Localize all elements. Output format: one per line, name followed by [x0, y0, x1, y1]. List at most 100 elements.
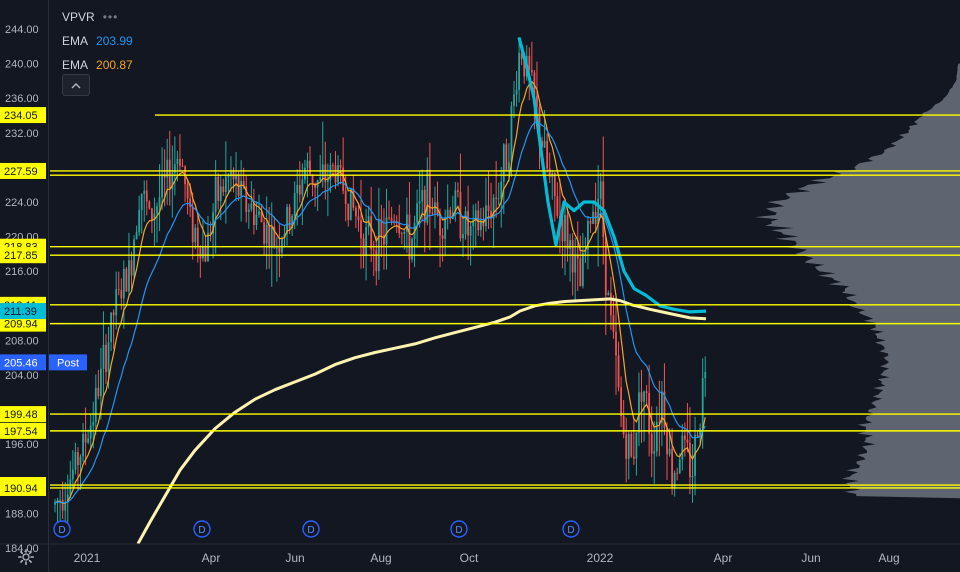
candle [485, 177, 487, 232]
candle [84, 407, 87, 466]
candle [398, 204, 401, 238]
candle [696, 431, 699, 438]
candle [217, 173, 220, 210]
candle [543, 109, 546, 148]
candle [673, 470, 676, 497]
legend-row-vpvr[interactable]: VPVR ••• [62, 5, 133, 29]
y-tick-label: 196.00 [5, 439, 39, 451]
x-tick-label: Aug [878, 551, 899, 565]
candle [133, 235, 135, 281]
level-label: 227.59 [4, 166, 38, 178]
candle [135, 225, 138, 240]
candle [181, 158, 184, 168]
dividend-event-marker[interactable] [562, 520, 580, 538]
candle [69, 460, 72, 499]
candle [497, 182, 500, 205]
candle [421, 169, 424, 222]
dividend-event-marker[interactable] [302, 520, 320, 538]
candle [245, 175, 248, 223]
candle [377, 187, 380, 280]
candle [462, 217, 464, 257]
candle [265, 196, 268, 270]
candle [395, 215, 398, 233]
candle [240, 160, 243, 222]
candle [413, 215, 416, 268]
candle [288, 204, 291, 235]
candle [186, 179, 189, 215]
level-label-box [0, 479, 46, 496]
dividend-event-label: D [455, 525, 462, 536]
candle [500, 167, 503, 228]
candle [138, 195, 141, 237]
candle [173, 136, 176, 196]
level-label: 209.94 [4, 319, 38, 331]
candle [469, 222, 472, 266]
candle [71, 450, 74, 488]
level-label: 217.85 [4, 250, 38, 262]
candle [632, 417, 635, 465]
candle [400, 231, 403, 245]
candle [166, 138, 169, 205]
candle [622, 400, 625, 439]
gear-icon[interactable] [17, 548, 35, 566]
candle [158, 164, 161, 232]
candle [235, 152, 237, 202]
candle [357, 204, 360, 232]
candle [411, 237, 413, 263]
candle [214, 160, 217, 254]
candle [566, 208, 569, 262]
candle [441, 227, 444, 262]
dividend-event-marker[interactable] [53, 520, 71, 538]
candle [446, 184, 449, 230]
candle [168, 130, 171, 206]
dividend-event-marker[interactable] [450, 520, 468, 538]
x-tick-label: Apr [714, 551, 733, 565]
post-tag-label: Post [57, 357, 79, 369]
candle [686, 402, 689, 453]
dividend-event-marker[interactable] [193, 520, 211, 538]
candle [615, 293, 617, 395]
ema2-value: 200.87 [96, 58, 133, 72]
level-label: 197.54 [4, 426, 38, 438]
candle [125, 267, 128, 292]
sma-long-line [136, 297, 707, 545]
candle [355, 205, 357, 229]
candle [97, 369, 100, 400]
candle [94, 374, 97, 435]
collapse-legend-button[interactable] [62, 74, 90, 96]
ema1-label: EMA [62, 34, 89, 48]
candle [630, 431, 633, 458]
candle [643, 390, 645, 442]
candle [275, 237, 278, 282]
candle [199, 245, 202, 278]
dividend-event-label: D [307, 525, 314, 536]
candle [64, 481, 67, 529]
y-tick-label: 208.00 [5, 335, 39, 347]
candle [449, 206, 452, 224]
candle [89, 413, 92, 450]
candle [286, 203, 288, 246]
candle [551, 169, 554, 200]
candle [548, 152, 551, 183]
candle [329, 152, 332, 193]
candle [383, 208, 385, 270]
candle [130, 251, 133, 291]
candle [418, 170, 421, 228]
legend-row-ema-2[interactable]: EMA 200.87 [62, 53, 133, 77]
candle [640, 369, 643, 443]
candle [388, 200, 390, 221]
y-tick-label: 216.00 [5, 266, 39, 278]
candle [117, 271, 120, 296]
candle [87, 429, 90, 445]
more-options-icon[interactable]: ••• [102, 10, 119, 24]
candle [599, 173, 602, 219]
legend-row-ema-1[interactable]: EMA 203.99 [62, 29, 133, 53]
ema-slow-line [54, 120, 706, 504]
candle [635, 432, 638, 476]
candle [342, 137, 345, 195]
dividend-event-label: D [58, 525, 65, 536]
candle [250, 181, 253, 212]
candle [270, 202, 273, 287]
candle [347, 203, 350, 227]
